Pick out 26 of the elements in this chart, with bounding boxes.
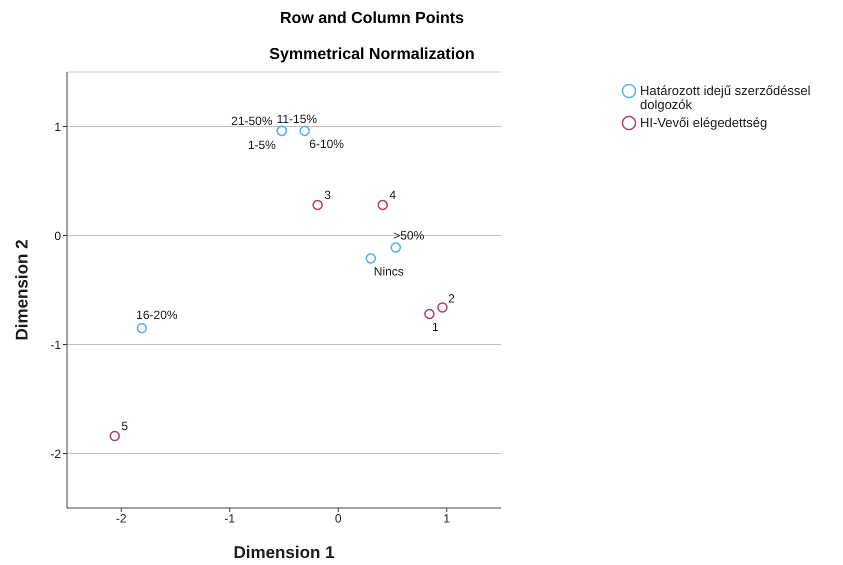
annotation: 5	[121, 419, 128, 434]
y-axis-title: Dimension 2	[12, 239, 32, 341]
x-tick-label: -1	[224, 512, 236, 526]
annotation: 11-15%	[276, 112, 318, 126]
annotation: 2	[448, 291, 456, 306]
annotation: 21-50%	[231, 114, 273, 128]
y-tick-label: -1	[50, 338, 62, 352]
x-tick-label: 0	[334, 512, 342, 526]
annotation: 16-20%	[136, 308, 178, 322]
annotation: 1	[432, 320, 440, 334]
chart-title: Row and Column Points	[279, 10, 465, 28]
x-axis-title: Dimension 1	[233, 543, 335, 562]
annotation: 3	[324, 188, 332, 202]
annotation: 1-5%	[248, 138, 276, 152]
annotation: Nincs	[374, 264, 404, 278]
x-tick-label: -2	[116, 512, 127, 526]
legend-label: HI-Vevői elégedettség	[640, 114, 768, 130]
y-tick-label: 1	[54, 120, 62, 134]
annotation: 4	[389, 188, 396, 202]
chart-subtitle: Symmetrical Normalization	[268, 46, 476, 64]
annotation: 6-10%	[309, 136, 344, 151]
x-tick-label: 1	[443, 512, 450, 526]
legend-label: Határozott idejű szerződéssel dolgozók	[640, 82, 812, 112]
annotation: >50%	[393, 228, 425, 242]
y-tick-label: -2	[50, 446, 62, 461]
y-tick-label: 0	[54, 228, 62, 243]
